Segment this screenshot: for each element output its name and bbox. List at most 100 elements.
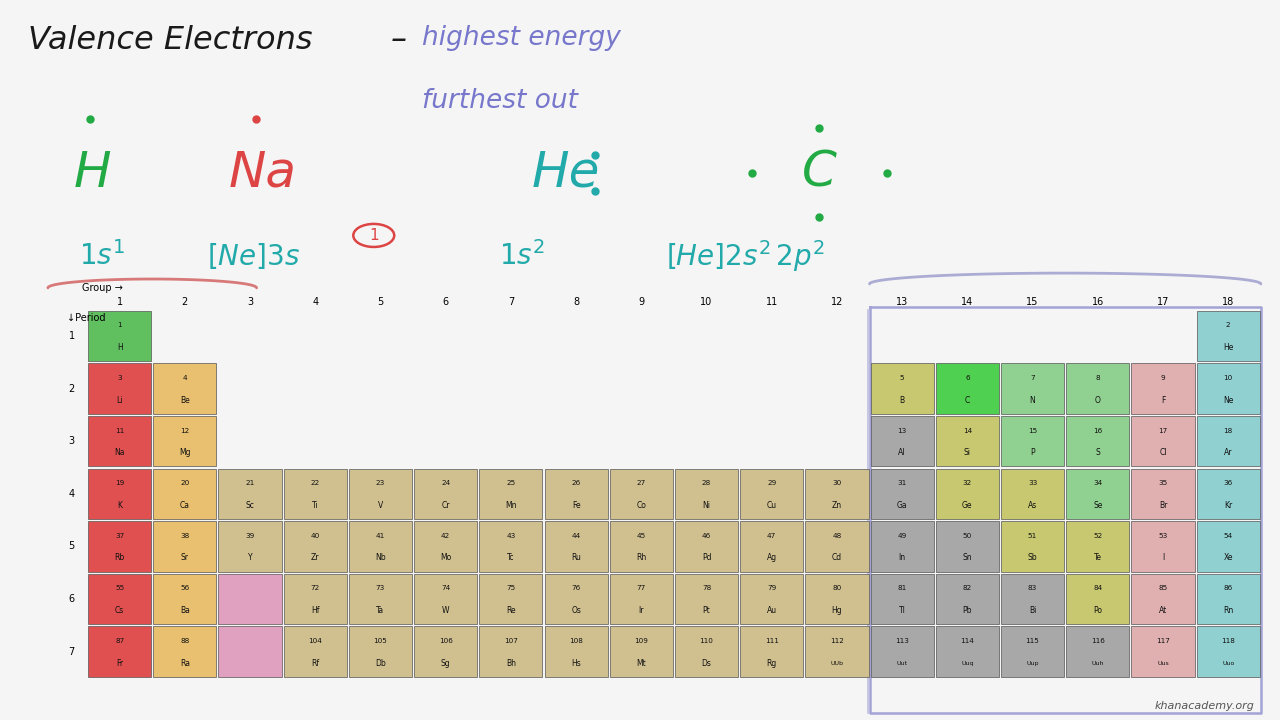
Text: 33: 33 (1028, 480, 1037, 486)
Text: 5: 5 (378, 297, 384, 307)
Text: Kr: Kr (1224, 501, 1233, 510)
Text: Ir: Ir (639, 606, 644, 615)
FancyBboxPatch shape (740, 469, 804, 519)
FancyBboxPatch shape (1066, 626, 1129, 677)
Text: 2: 2 (182, 297, 188, 307)
Text: Ag: Ag (767, 554, 777, 562)
FancyBboxPatch shape (284, 469, 347, 519)
FancyBboxPatch shape (88, 626, 151, 677)
Text: 16: 16 (1093, 428, 1102, 433)
Text: Tl: Tl (899, 606, 905, 615)
Text: S: S (1096, 448, 1100, 457)
Text: 15: 15 (1028, 428, 1037, 433)
Text: 52: 52 (1093, 533, 1102, 539)
Text: 7: 7 (69, 647, 74, 657)
Text: C: C (965, 395, 970, 405)
Text: 10: 10 (1224, 375, 1233, 381)
FancyBboxPatch shape (1001, 364, 1064, 414)
Text: 1: 1 (116, 297, 123, 307)
Text: 1: 1 (118, 323, 122, 328)
FancyBboxPatch shape (805, 469, 869, 519)
Text: 1: 1 (69, 331, 74, 341)
FancyBboxPatch shape (544, 521, 608, 572)
FancyBboxPatch shape (479, 574, 543, 624)
Text: 104: 104 (308, 638, 323, 644)
FancyBboxPatch shape (675, 626, 739, 677)
FancyBboxPatch shape (88, 311, 151, 361)
Text: 18: 18 (1224, 428, 1233, 433)
Text: Xe: Xe (1224, 554, 1233, 562)
Text: Pd: Pd (701, 554, 712, 562)
Text: 7: 7 (508, 297, 515, 307)
Text: 40: 40 (311, 533, 320, 539)
Text: 4: 4 (69, 489, 74, 499)
Text: 41: 41 (376, 533, 385, 539)
Text: 11: 11 (115, 428, 124, 433)
FancyBboxPatch shape (1132, 626, 1194, 677)
Text: Sg: Sg (440, 659, 451, 667)
Text: 49: 49 (897, 533, 906, 539)
Text: 110: 110 (700, 638, 713, 644)
Text: Ga: Ga (897, 501, 908, 510)
FancyBboxPatch shape (479, 469, 543, 519)
FancyBboxPatch shape (219, 469, 282, 519)
FancyBboxPatch shape (415, 574, 477, 624)
Text: Rf: Rf (311, 659, 319, 667)
FancyBboxPatch shape (870, 626, 933, 677)
Text: 83: 83 (1028, 585, 1037, 591)
Text: Na: Na (228, 149, 297, 197)
Text: 5: 5 (69, 541, 74, 552)
FancyBboxPatch shape (88, 574, 151, 624)
FancyBboxPatch shape (219, 626, 282, 677)
Text: 3: 3 (69, 436, 74, 446)
Text: N: N (1029, 395, 1036, 405)
Text: Be: Be (180, 395, 189, 405)
FancyBboxPatch shape (88, 416, 151, 467)
FancyBboxPatch shape (349, 626, 412, 677)
FancyBboxPatch shape (284, 574, 347, 624)
FancyBboxPatch shape (1197, 364, 1260, 414)
Text: F: F (1161, 395, 1165, 405)
Text: 8: 8 (573, 297, 579, 307)
Text: Cl: Cl (1160, 448, 1167, 457)
Text: Uuo: Uuo (1222, 661, 1234, 665)
Text: Y: Y (248, 554, 252, 562)
Text: In: In (899, 554, 906, 562)
Text: Ar: Ar (1224, 448, 1233, 457)
FancyBboxPatch shape (1132, 364, 1194, 414)
Text: 117: 117 (1156, 638, 1170, 644)
FancyBboxPatch shape (870, 574, 933, 624)
Text: khanacademy.org: khanacademy.org (1155, 701, 1254, 711)
Text: As: As (1028, 501, 1037, 510)
Text: $1s^1$: $1s^1$ (79, 240, 125, 271)
Text: Mn: Mn (506, 501, 517, 510)
Text: Si: Si (964, 448, 970, 457)
Text: 43: 43 (507, 533, 516, 539)
Text: 18: 18 (1222, 297, 1234, 307)
Text: Uut: Uut (897, 661, 908, 665)
Text: 88: 88 (180, 638, 189, 644)
Text: $[He]2s^2\,2p^2$: $[He]2s^2\,2p^2$ (666, 238, 824, 274)
Text: I: I (1162, 554, 1164, 562)
Text: Au: Au (767, 606, 777, 615)
Text: O: O (1094, 395, 1101, 405)
FancyBboxPatch shape (544, 626, 608, 677)
Text: 114: 114 (960, 638, 974, 644)
Text: Ds: Ds (701, 659, 712, 667)
Text: 87: 87 (115, 638, 124, 644)
FancyBboxPatch shape (1132, 521, 1194, 572)
Text: 73: 73 (376, 585, 385, 591)
FancyBboxPatch shape (154, 469, 216, 519)
Text: 25: 25 (507, 480, 516, 486)
Text: 35: 35 (1158, 480, 1167, 486)
Text: 3: 3 (247, 297, 253, 307)
FancyBboxPatch shape (284, 626, 347, 677)
Text: H: H (116, 343, 123, 352)
Text: 6: 6 (69, 594, 74, 604)
Text: highest energy: highest energy (422, 25, 621, 51)
Text: 76: 76 (571, 585, 581, 591)
Text: 85: 85 (1158, 585, 1167, 591)
Text: 118: 118 (1221, 638, 1235, 644)
Text: Uup: Uup (1027, 661, 1039, 665)
Text: 108: 108 (570, 638, 584, 644)
